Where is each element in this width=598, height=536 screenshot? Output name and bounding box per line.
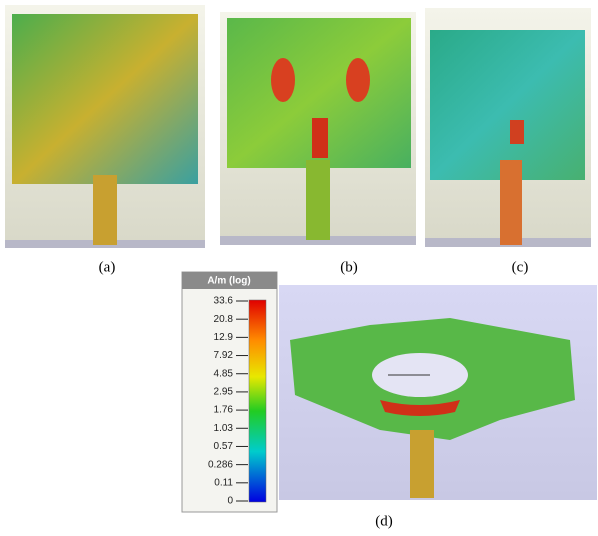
panel-a-image [5, 5, 205, 248]
colorbar: A/m (log) 33.6 20.8 12.9 7.92 4.85 2.95 1.76 1.… [182, 272, 277, 512]
colorbar-tick-label: 0 [227, 496, 233, 507]
colorbar-tick-label: 1.76 [214, 405, 234, 416]
colorbar-tick-label: 33.6 [214, 296, 234, 307]
colorbar-tick-label: 0.11 [214, 477, 233, 488]
page: {"panels":[{"label":"(a)"},{"label":"(b)… [0, 0, 598, 536]
colorbar-tick-label: 12.9 [214, 332, 234, 343]
panel-label: (a) [99, 259, 116, 275]
panel-label: (d) [375, 513, 393, 529]
panel-label: (c) [512, 259, 529, 275]
panel-d-image [279, 285, 597, 500]
colorbar-tick-label: 2.95 [214, 387, 234, 398]
colorbar-tick-label: 7.92 [214, 350, 234, 361]
colorbar-tick-label: 0.286 [208, 459, 233, 470]
colorbar-tick-label: 4.85 [214, 368, 234, 379]
colorbar-tick-label: 0.57 [214, 441, 234, 452]
colorbar-title: A/m (log) [207, 276, 250, 287]
colorbar-tick-label: 1.03 [214, 423, 234, 434]
panel-c-image [425, 8, 591, 247]
figure: (a) (b) (c) (d) A/m (log) 33.6 20.8 12.9 7.… [0, 0, 598, 536]
panel-b-image [220, 12, 416, 245]
colorbar-tick-label: 20.8 [214, 314, 234, 325]
panel-label: (b) [340, 259, 358, 275]
